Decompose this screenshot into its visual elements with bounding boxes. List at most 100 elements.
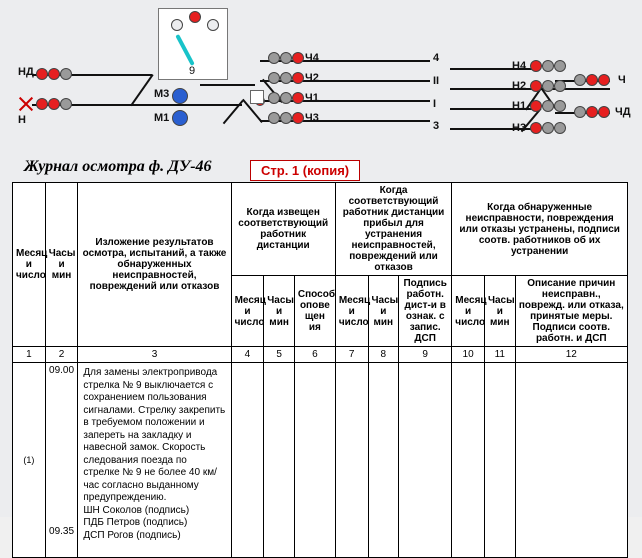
journal-header: Когда извещен соответствующий работник д…	[231, 183, 335, 276]
journal-cell: Для замены электропривода стрелка № 9 вы…	[78, 363, 231, 558]
journal-colnum: 12	[515, 347, 627, 363]
signal-lamp	[574, 74, 586, 86]
signal-lamp	[554, 80, 566, 92]
switch-panel-bulb	[189, 11, 201, 23]
journal-table: Месяц и числоЧасы и минИзложение результ…	[12, 182, 628, 558]
signal-lamp	[292, 72, 304, 84]
journal-colnum: 9	[399, 347, 452, 363]
signal-lamp	[586, 74, 598, 86]
signal-lamp	[554, 100, 566, 112]
track-label: II	[433, 75, 439, 87]
stage: 9 Журнал осмотра ф. ДУ-46 Стр. 1 (копия)…	[0, 0, 642, 517]
track-label: 3	[433, 120, 439, 132]
switch-panel-bulb	[207, 19, 219, 31]
switch-diagonal	[130, 74, 153, 106]
signal-lamp	[292, 52, 304, 64]
journal-cell	[264, 363, 295, 558]
signal-lamp	[172, 88, 188, 104]
track-segment	[200, 84, 255, 86]
signal-lamp	[530, 100, 542, 112]
journal-subheader: Часы и мин	[368, 276, 399, 347]
journal-colnum: 11	[484, 347, 515, 363]
journal-colnum: 10	[452, 347, 485, 363]
journal-header: Когда соответствующий работник дистанции…	[335, 183, 451, 276]
journal-colnum: 1	[13, 347, 46, 363]
journal-cell: 09.0009.35	[45, 363, 78, 558]
journal-cell	[399, 363, 452, 558]
track-label: НД	[18, 66, 34, 78]
journal-cell	[515, 363, 627, 558]
journal-cell	[368, 363, 399, 558]
journal-subheader: Месяц и число	[231, 276, 264, 347]
journal-cell	[335, 363, 368, 558]
journal-subheader: Способ опове щен ия	[294, 276, 335, 347]
track-label: I	[433, 98, 436, 110]
journal-subheader: Месяц и число	[452, 276, 485, 347]
journal-subheader: Месяц и число	[335, 276, 368, 347]
track-label: Н2	[512, 80, 526, 92]
track-label: Н1	[512, 100, 526, 112]
signal-lamp	[280, 52, 292, 64]
track-label: ЧД	[615, 106, 631, 118]
signal-lamp	[574, 106, 586, 118]
journal-header: Часы и мин	[45, 183, 78, 347]
signal-lamp	[36, 98, 48, 110]
journal-colnum: 6	[294, 347, 335, 363]
signal-lamp	[530, 60, 542, 72]
signal-lamp	[268, 52, 280, 64]
switch-9-marker-box	[250, 90, 264, 104]
signal-lamp	[60, 98, 72, 110]
page-copy-button[interactable]: Стр. 1 (копия)	[250, 160, 360, 181]
switch-panel: 9	[158, 8, 228, 80]
track-label: Ч2	[305, 72, 319, 84]
track-segment	[450, 128, 540, 130]
signal-lamp	[554, 60, 566, 72]
signal-lamp	[172, 110, 188, 126]
signal-lamp	[598, 106, 610, 118]
journal-title: Журнал осмотра ф. ДУ-46	[24, 158, 212, 176]
journal-cell	[452, 363, 485, 558]
journal-colnum: 7	[335, 347, 368, 363]
signal-lamp	[48, 68, 60, 80]
track-label: Ч4	[305, 52, 319, 64]
journal-header: Когда обнаруженные неисправности, повреж…	[452, 183, 628, 276]
signal-lamp	[542, 100, 554, 112]
journal-cell	[484, 363, 515, 558]
signal-lamp	[48, 98, 60, 110]
journal-header: Изложение результатов осмотра, испытаний…	[78, 183, 231, 347]
journal-cell	[294, 363, 335, 558]
journal-subheader: Подпись работн. дист-и в ознак. с запис.…	[399, 276, 452, 347]
signal-lamp	[292, 112, 304, 124]
signal-lamp	[268, 92, 280, 104]
track-label: М1	[154, 112, 169, 124]
journal-subheader: Часы и мин	[484, 276, 515, 347]
journal-cell: (1)	[13, 363, 46, 558]
journal-cell	[231, 363, 264, 558]
signal-lamp	[60, 68, 72, 80]
signal-lamp	[36, 68, 48, 80]
signal-lamp	[530, 122, 542, 134]
signal-lamp	[268, 72, 280, 84]
track-label: Ч	[618, 74, 626, 86]
switch-needle	[175, 34, 194, 66]
signal-lamp	[542, 80, 554, 92]
switch-number-label: 9	[189, 65, 195, 77]
journal-colnum: 5	[264, 347, 295, 363]
signal-lamp	[292, 92, 304, 104]
signal-disabled-mark	[18, 96, 34, 112]
track-label: Ч3	[305, 112, 319, 124]
journal-subheader: Часы и мин	[264, 276, 295, 347]
journal-subheader: Описание причин неисправн., поврежд. или…	[515, 276, 627, 347]
journal-colnum: 4	[231, 347, 264, 363]
track-label: Н	[18, 114, 26, 126]
track-label: М3	[154, 88, 169, 100]
track-label: Ч1	[305, 92, 319, 104]
signal-lamp	[542, 60, 554, 72]
signal-lamp	[268, 112, 280, 124]
track-segment	[450, 68, 540, 70]
signal-lamp	[280, 112, 292, 124]
journal-colnum: 3	[78, 347, 231, 363]
track-label: 4	[433, 52, 439, 64]
signal-lamp	[280, 72, 292, 84]
switch-panel-bulb	[171, 19, 183, 31]
